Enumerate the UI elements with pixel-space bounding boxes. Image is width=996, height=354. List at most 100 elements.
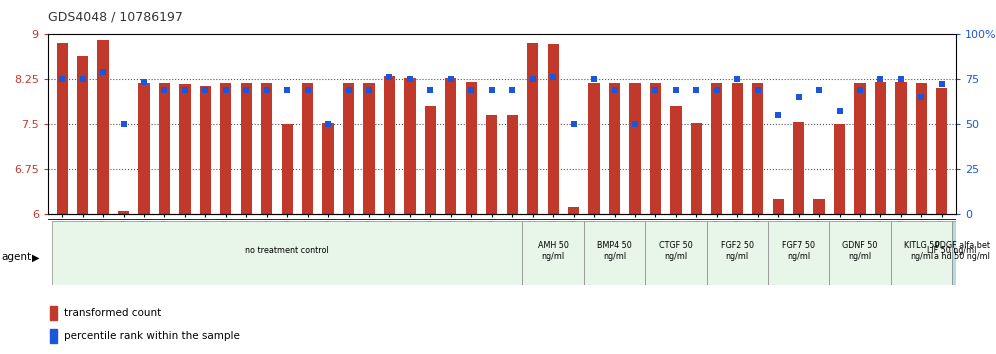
Point	[75, 76, 91, 81]
FancyBboxPatch shape	[890, 221, 952, 285]
Point	[381, 74, 397, 80]
Bar	[527, 43, 538, 214]
Bar	[57, 43, 68, 214]
Bar	[118, 211, 129, 214]
Point	[647, 87, 663, 92]
Bar	[834, 124, 846, 214]
FancyBboxPatch shape	[52, 221, 523, 285]
Point	[872, 76, 888, 81]
Point	[607, 87, 622, 92]
Bar	[752, 83, 763, 214]
Bar	[589, 83, 600, 214]
Bar	[690, 123, 702, 214]
FancyBboxPatch shape	[972, 221, 989, 285]
FancyBboxPatch shape	[768, 221, 830, 285]
Point	[136, 80, 152, 85]
Point	[791, 94, 807, 100]
Point	[525, 76, 541, 81]
Point	[934, 81, 950, 87]
Point	[811, 87, 827, 92]
Bar	[568, 207, 580, 214]
Point	[586, 76, 602, 81]
Bar	[773, 199, 784, 214]
Text: PDGF alfa bet
a hd 50 ng/ml: PDGF alfa bet a hd 50 ng/ml	[934, 241, 990, 261]
Point	[361, 87, 376, 92]
Bar	[874, 82, 886, 214]
Bar	[814, 199, 825, 214]
Point	[484, 87, 500, 92]
Bar	[936, 88, 947, 214]
Text: percentile rank within the sample: percentile rank within the sample	[65, 331, 240, 341]
Bar	[343, 83, 355, 214]
Bar	[445, 78, 456, 214]
Point	[95, 69, 111, 74]
Bar	[282, 124, 293, 214]
Bar	[98, 40, 109, 214]
Text: KITLG 50
ng/ml: KITLG 50 ng/ml	[903, 241, 939, 261]
Bar	[486, 115, 497, 214]
Text: GDS4048 / 10786197: GDS4048 / 10786197	[48, 11, 182, 24]
Point	[443, 76, 459, 81]
Point	[259, 87, 275, 92]
Text: LIF 50 ng/ml: LIF 50 ng/ml	[927, 246, 977, 256]
Point	[54, 76, 70, 81]
Point	[688, 87, 704, 92]
Point	[218, 87, 234, 92]
Point	[238, 87, 254, 92]
Bar	[383, 76, 395, 214]
Bar	[895, 82, 906, 214]
Text: agent: agent	[1, 252, 31, 262]
Bar	[261, 83, 272, 214]
Bar	[855, 83, 866, 214]
Bar	[732, 83, 743, 214]
Point	[320, 121, 336, 127]
FancyBboxPatch shape	[584, 221, 645, 285]
Text: no treatment control: no treatment control	[245, 246, 329, 256]
Point	[422, 87, 438, 92]
Bar	[158, 83, 170, 214]
Bar	[404, 78, 415, 214]
Bar	[670, 106, 681, 214]
Bar	[200, 86, 211, 214]
Point	[709, 87, 725, 92]
Bar	[302, 83, 314, 214]
Bar	[466, 82, 477, 214]
Point	[852, 87, 868, 92]
Bar	[711, 83, 722, 214]
Point	[770, 112, 786, 118]
Text: ▶: ▶	[32, 252, 40, 262]
Text: CTGF 50
ng/ml: CTGF 50 ng/ml	[659, 241, 693, 261]
Text: FGF7 50
ng/ml: FGF7 50 ng/ml	[782, 241, 815, 261]
Point	[197, 87, 213, 92]
Point	[504, 87, 520, 92]
Bar	[77, 57, 89, 214]
Text: BMP4 50
ng/ml: BMP4 50 ng/ml	[598, 241, 631, 261]
FancyBboxPatch shape	[523, 221, 584, 285]
Bar	[323, 123, 334, 214]
Bar	[629, 83, 640, 214]
Point	[729, 76, 745, 81]
Bar	[548, 44, 559, 214]
Bar	[50, 306, 57, 320]
Bar	[179, 84, 190, 214]
Point	[750, 87, 766, 92]
Bar	[220, 83, 231, 214]
Bar	[609, 83, 621, 214]
Point	[402, 76, 418, 81]
Bar	[424, 106, 436, 214]
Point	[156, 87, 172, 92]
Point	[627, 121, 643, 127]
Point	[300, 87, 316, 92]
Text: FGF2 50
ng/ml: FGF2 50 ng/ml	[721, 241, 754, 261]
Point	[279, 87, 295, 92]
Bar	[507, 115, 518, 214]
Point	[116, 121, 131, 127]
FancyBboxPatch shape	[830, 221, 890, 285]
Bar	[138, 83, 149, 214]
Text: AMH 50
ng/ml: AMH 50 ng/ml	[538, 241, 569, 261]
Point	[893, 76, 909, 81]
Point	[566, 121, 582, 127]
Point	[177, 87, 193, 92]
Point	[341, 87, 357, 92]
Text: transformed count: transformed count	[65, 308, 161, 318]
